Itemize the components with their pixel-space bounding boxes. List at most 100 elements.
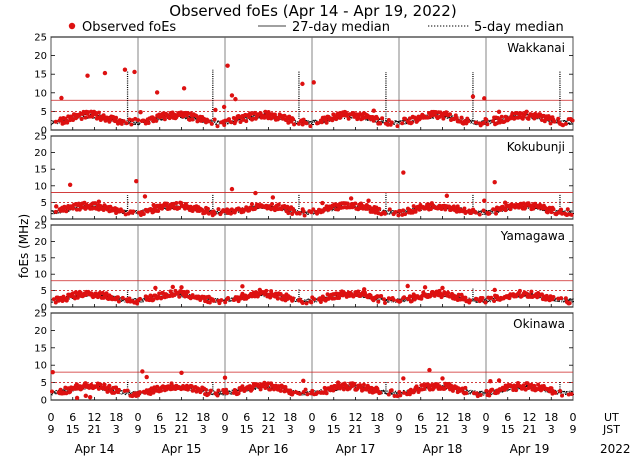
five-day-median-point: [308, 123, 310, 125]
five-day-median-point: [490, 209, 492, 211]
five-day-median-point: [350, 116, 352, 118]
five-day-median-point: [164, 207, 166, 209]
observed-point: [417, 207, 422, 212]
five-day-median-point: [207, 298, 209, 300]
y-tick-label: 10: [34, 270, 47, 281]
five-day-median-point: [476, 213, 478, 215]
five-day-median-point: [134, 124, 136, 126]
five-day-median-point: [189, 116, 191, 118]
five-day-median-point: [225, 122, 226, 124]
five-day-median-point: [261, 295, 263, 297]
five-day-median-point: [469, 119, 471, 121]
five-day-median-point: [378, 118, 380, 120]
observed-point: [569, 212, 574, 217]
observed-point: [334, 117, 339, 122]
observed-point: [114, 115, 119, 120]
five-day-median-point: [126, 119, 128, 121]
five-day-median-point: [136, 122, 138, 124]
observed-point: [354, 112, 359, 117]
five-day-median-point: [551, 120, 553, 122]
five-day-median-point: [306, 211, 308, 213]
observed-point: [79, 116, 84, 121]
observed-outlier-point: [225, 63, 230, 68]
five-day-median-point: [76, 295, 78, 297]
five-day-median-point: [137, 122, 139, 124]
five-day-median-point: [141, 298, 143, 300]
five-day-median-point: [216, 120, 218, 122]
five-day-median-point: [431, 206, 433, 208]
five-day-median-point: [232, 120, 234, 122]
legend-observed-label: Observed foEs: [82, 20, 176, 35]
five-day-median-point: [477, 210, 479, 212]
five-day-median-point: [56, 299, 58, 301]
observed-point: [433, 109, 438, 114]
five-day-median-point: [380, 120, 382, 122]
five-day-median-point: [539, 209, 541, 211]
observed-point: [190, 117, 195, 122]
five-day-median-point: [478, 210, 480, 212]
observed-point: [491, 118, 496, 123]
five-day-median-point: [52, 210, 54, 212]
five-day-median-point: [394, 120, 396, 122]
observed-point: [247, 115, 252, 120]
five-day-median-point: [392, 210, 394, 212]
five-day-median-point: [135, 210, 137, 212]
five-day-median-point: [382, 119, 384, 121]
five-day-median-point: [356, 206, 358, 208]
five-day-median-point: [217, 213, 219, 215]
five-day-median-point: [313, 124, 315, 126]
five-day-median-point: [476, 124, 478, 126]
observed-point: [212, 117, 217, 122]
observed-outlier-point: [132, 69, 137, 75]
five-day-median-point: [238, 118, 240, 120]
five-day-median-point: [572, 210, 574, 212]
legend-5day-label: 5-day median: [474, 20, 564, 35]
observed-point: [227, 117, 232, 122]
five-day-median-point: [486, 121, 488, 123]
five-day-median-point: [237, 119, 239, 121]
five-day-median-point: [484, 123, 486, 125]
five-day-median-point: [230, 298, 232, 300]
five-day-median-point: [315, 299, 317, 301]
five-day-median-point: [531, 117, 533, 119]
five-day-median-point: [216, 298, 218, 300]
y-tick-label: 15: [34, 70, 47, 81]
five-day-median-point: [432, 117, 434, 119]
observed-outlier-point: [270, 195, 276, 200]
five-day-median-point: [482, 213, 484, 215]
five-day-median-point: [569, 210, 571, 212]
five-day-median-point: [393, 123, 395, 125]
five-day-median-point: [460, 207, 462, 209]
five-day-median-point: [51, 124, 52, 126]
five-day-median-point: [492, 211, 494, 213]
observed-point: [473, 120, 478, 125]
five-day-median-point: [366, 118, 368, 120]
observed-point: [83, 115, 88, 120]
observed-point: [396, 213, 401, 218]
five-day-median-point: [401, 120, 403, 122]
five-day-median-point: [186, 296, 188, 298]
five-day-median-point: [366, 119, 368, 121]
five-day-median-point: [527, 206, 529, 208]
five-day-median-point: [306, 213, 308, 215]
legend-observed-marker: [68, 22, 76, 30]
five-day-median-point: [102, 295, 104, 297]
five-day-median-point: [229, 300, 231, 302]
five-day-median-point: [303, 300, 305, 302]
five-day-median-point: [489, 119, 491, 121]
five-day-median-point: [394, 122, 396, 124]
observed-point: [71, 206, 76, 211]
observed-outlier-point: [371, 108, 376, 113]
legend: Observed foEs 27-day median 5-day median: [68, 20, 564, 35]
observed-outlier-point: [482, 198, 487, 203]
five-day-median-point: [135, 123, 137, 125]
observed-point: [286, 211, 291, 216]
five-day-median-point: [238, 211, 240, 213]
five-day-median-point: [216, 210, 218, 212]
five-day-median-point: [53, 211, 55, 213]
five-day-median-point: [157, 119, 159, 121]
observed-outlier-point: [102, 70, 108, 76]
five-day-median-point: [413, 207, 415, 209]
five-day-median-point: [484, 213, 486, 215]
